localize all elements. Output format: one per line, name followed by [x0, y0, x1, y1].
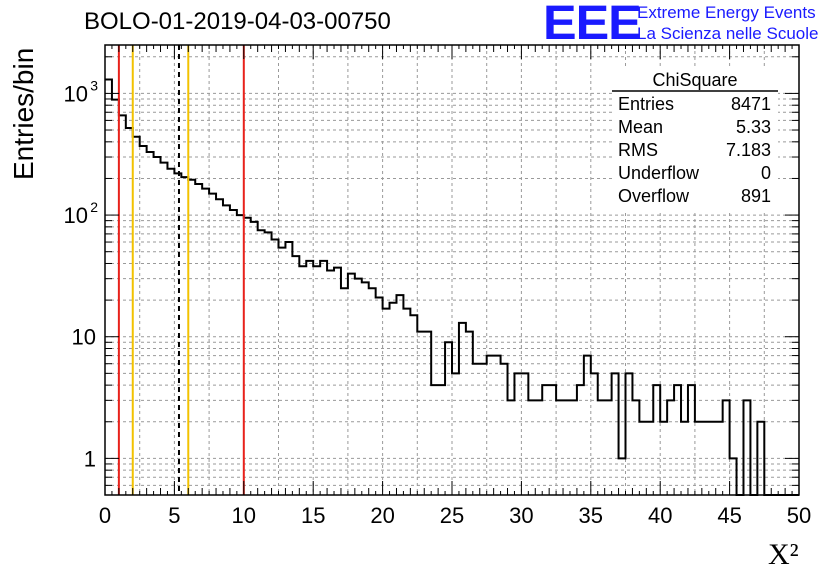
- stats-label: Underflow: [618, 163, 700, 183]
- stats-label: Entries: [618, 94, 674, 114]
- stats-value: 8471: [731, 94, 771, 114]
- x-axis-label: X²: [768, 538, 799, 571]
- x-tick-label: 20: [370, 503, 394, 528]
- y-tick-exponent: 2: [90, 199, 98, 215]
- y-tick-label: 10: [64, 203, 88, 228]
- stats-value: 7.183: [726, 140, 771, 160]
- logo-line-1: Extreme Energy Events: [637, 3, 816, 22]
- stats-value: 891: [741, 186, 771, 206]
- histogram-series: [105, 78, 799, 496]
- x-tick-label: 30: [509, 503, 533, 528]
- histogram-steps: [105, 78, 799, 496]
- stats-box-background: [612, 68, 778, 213]
- stats-box: ChiSquare Entries 8471 Mean 5.33 RMS 7.183 Unde…: [612, 68, 778, 213]
- x-tick-label: 5: [168, 503, 180, 528]
- stats-label: RMS: [618, 140, 658, 160]
- stats-box-title: ChiSquare: [652, 70, 737, 90]
- stats-label: Mean: [618, 117, 663, 137]
- chart-title: BOLO-01-2019-04-03-00750: [84, 8, 391, 35]
- eee-logo: EEE: [543, 0, 642, 50]
- x-tick-label: 50: [787, 503, 811, 528]
- x-tick-label: 10: [232, 503, 256, 528]
- y-tick-label: 1: [84, 446, 96, 471]
- stats-value: 5.33: [736, 117, 771, 137]
- y-tick-label: 10: [72, 325, 96, 350]
- x-tick-label: 40: [648, 503, 672, 528]
- y-axis-label: Entries/bin: [8, 47, 39, 180]
- stats-label: Overflow: [618, 186, 690, 206]
- y-tick-label: 10: [64, 81, 88, 106]
- logo-line-2: La Scienza nelle Scuole: [637, 24, 819, 43]
- x-tick-label: 0: [99, 503, 111, 528]
- reference-lines: [117, 45, 245, 495]
- stats-value: 0: [761, 163, 771, 183]
- x-tick-label: 15: [301, 503, 325, 528]
- x-tick-label: 25: [440, 503, 464, 528]
- x-tick-label: 45: [717, 503, 741, 528]
- y-tick-exponent: 3: [90, 77, 98, 93]
- x-tick-label: 35: [579, 503, 603, 528]
